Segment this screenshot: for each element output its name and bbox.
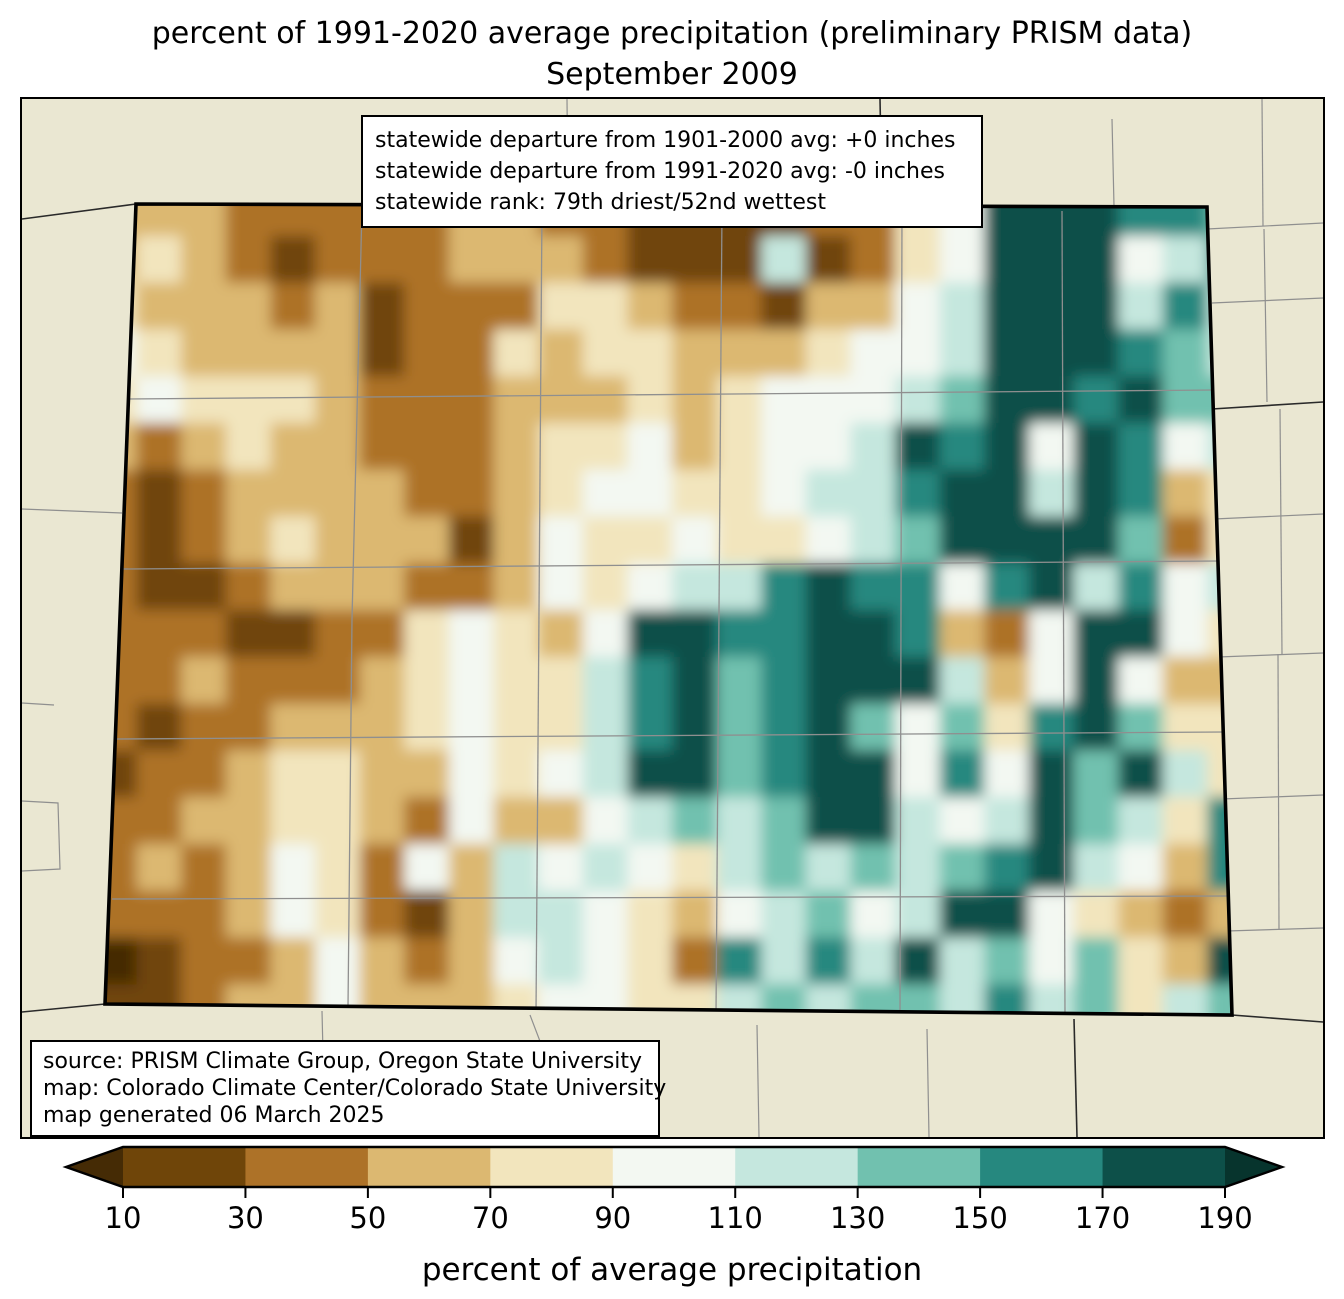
source-line: source: PRISM Climate Group, Oregon Stat… [43,1049,643,1074]
stats-line-rank: statewide rank: 79th driest/52nd wettest [375,190,826,215]
colorbar-tick-label: 150 [952,1201,1007,1235]
page-title-line-1: percent of 1991-2020 average precipitati… [151,16,1193,51]
county-boundary-lines [111,206,1229,1015]
colorbar-axis-label: percent of average precipitation [422,1252,922,1288]
map-frame: statewide departure from 1901-2000 avg: … [20,97,1325,1139]
colorbar-tick-label: 70 [472,1201,509,1235]
page-title-line-2: September 2009 [546,57,798,92]
colorbar-tick-label: 50 [349,1201,386,1235]
generated-date-line: map generated 06 March 2025 [43,1103,385,1128]
stats-line-departure-1901: statewide departure from 1901-2000 avg: … [375,128,956,153]
stats-line-departure-1991: statewide departure from 1991-2020 avg: … [375,159,945,184]
statewide-stats-box: statewide departure from 1901-2000 avg: … [361,115,983,228]
colorbar-tick-label: 190 [1197,1201,1252,1235]
colorbar-over-arrow [1225,1147,1282,1187]
colorbar-ticks [122,1187,1226,1198]
colorbar-tick-label: 130 [830,1201,885,1235]
colorbar-under-arrow [66,1147,123,1187]
colorbar-segments [123,1147,1226,1187]
map-credit-line: map: Colorado Climate Center/Colorado St… [43,1076,667,1101]
colorbar-tick-labels: 10 30 50 70 90 110 130 150 170 190 [105,1201,1253,1235]
colorbar-tick-label: 170 [1075,1201,1130,1235]
colorbar-legend: 10 30 50 70 90 110 130 150 170 190 percent of aver… [62,1145,1286,1288]
colorbar-tick-label: 90 [594,1201,631,1235]
precipitation-contour-fill [105,204,1232,1015]
colorbar-tick-label: 10 [105,1201,142,1235]
colorbar-tick-label: 110 [708,1201,763,1235]
outside-county-lines [22,99,1323,1137]
source-attribution-box: source: PRISM Climate Group, Oregon Stat… [30,1040,667,1137]
colorado-precipitation-map [22,99,1323,1137]
colorbar-tick-label: 30 [227,1201,264,1235]
